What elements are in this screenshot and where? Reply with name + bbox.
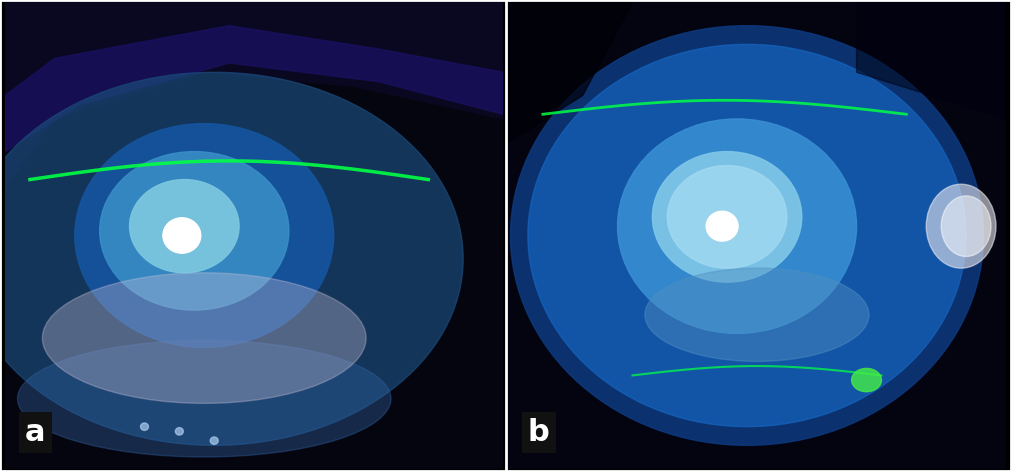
Ellipse shape	[511, 26, 984, 446]
Ellipse shape	[75, 123, 334, 348]
Polygon shape	[508, 2, 633, 142]
Text: b: b	[528, 418, 550, 447]
Polygon shape	[5, 2, 503, 189]
Ellipse shape	[0, 72, 463, 446]
Circle shape	[706, 211, 738, 241]
Ellipse shape	[941, 196, 991, 257]
Ellipse shape	[618, 119, 856, 333]
Ellipse shape	[645, 268, 869, 361]
Circle shape	[175, 428, 183, 435]
Polygon shape	[5, 26, 503, 152]
Ellipse shape	[129, 179, 239, 273]
Circle shape	[141, 423, 149, 430]
Circle shape	[210, 437, 218, 445]
Ellipse shape	[42, 273, 366, 403]
Ellipse shape	[100, 152, 289, 310]
Ellipse shape	[528, 44, 967, 427]
Ellipse shape	[851, 368, 882, 392]
Ellipse shape	[667, 166, 787, 268]
Ellipse shape	[652, 152, 802, 282]
Text: a: a	[25, 418, 45, 447]
Ellipse shape	[926, 184, 996, 268]
Ellipse shape	[17, 341, 391, 457]
Circle shape	[163, 218, 201, 253]
Polygon shape	[856, 2, 1006, 119]
